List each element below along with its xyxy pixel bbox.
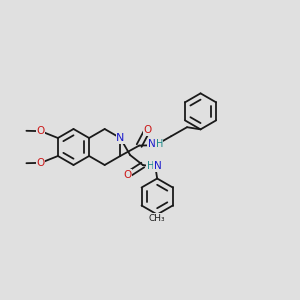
Text: N: N: [116, 133, 124, 143]
Text: H: H: [156, 139, 163, 149]
Text: CH₃: CH₃: [149, 214, 166, 223]
Text: N: N: [148, 139, 155, 149]
Text: O: O: [37, 158, 45, 168]
Text: O: O: [123, 170, 132, 180]
Text: H: H: [147, 161, 154, 171]
Text: N: N: [154, 161, 162, 171]
Text: O: O: [143, 125, 152, 135]
Text: O: O: [37, 126, 45, 136]
